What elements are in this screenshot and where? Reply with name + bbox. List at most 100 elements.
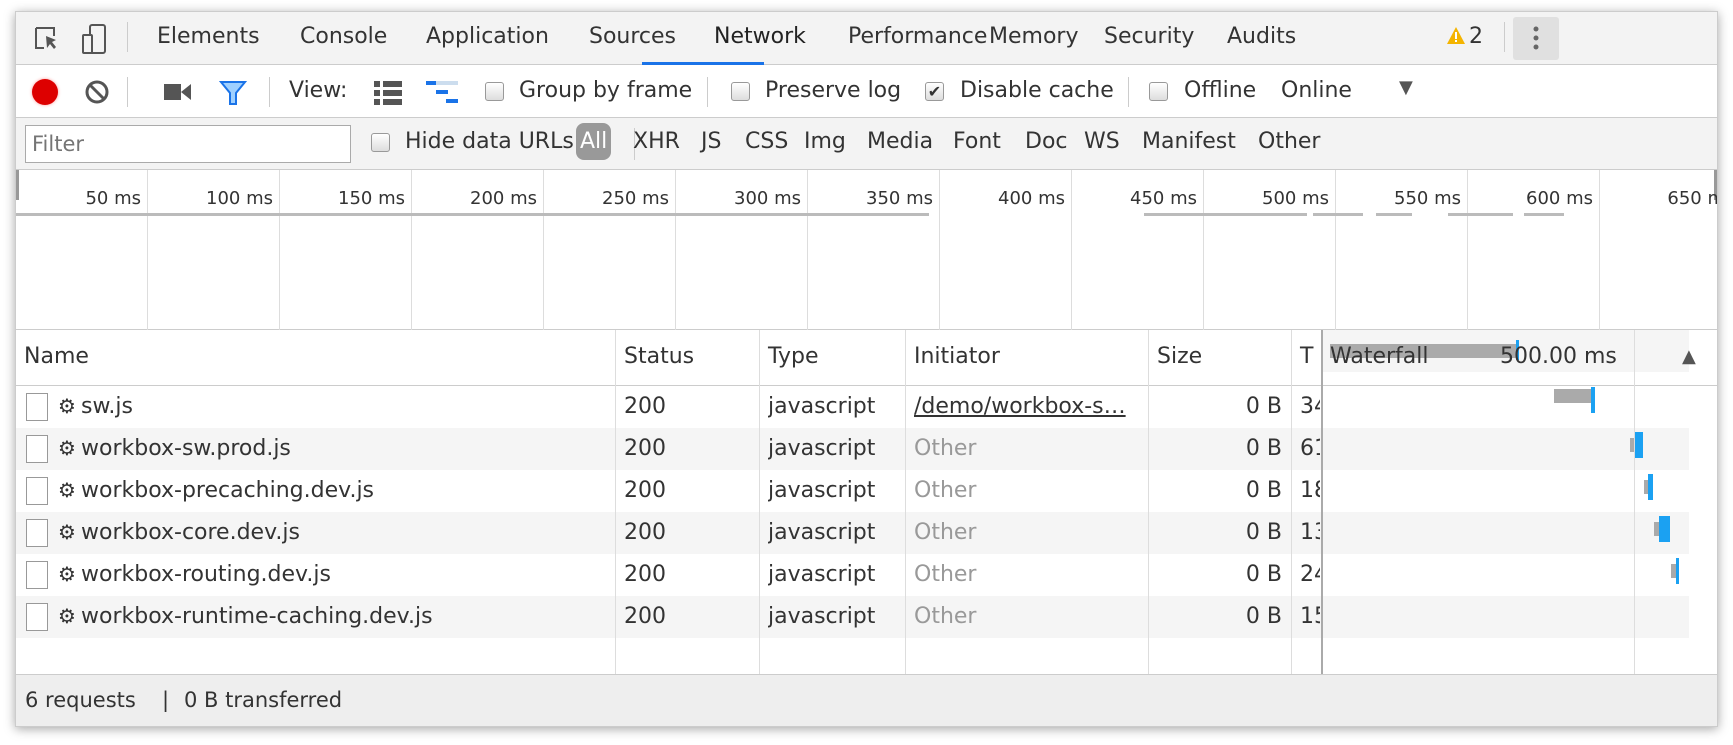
tab-sources[interactable]: Sources — [589, 24, 677, 49]
timeline-overview-bar — [1144, 213, 1307, 216]
document-icon — [26, 561, 48, 589]
network-toolbar: View: Group by frame Preserve log ✔ Disa… — [16, 65, 1717, 118]
column-initiator[interactable]: Initiator — [914, 344, 1000, 369]
request-name[interactable]: sw.js — [81, 394, 134, 419]
table-row[interactable]: ⚙ workbox-precaching.dev.js 200 javascript O… — [16, 470, 1321, 512]
timeline-tick-label: 500 ms — [1262, 188, 1329, 209]
offline-checkbox[interactable] — [1149, 82, 1168, 101]
filter-type-all[interactable]: All — [576, 123, 612, 160]
tab-console[interactable]: Console — [300, 24, 388, 49]
request-name[interactable]: workbox-sw.prod.js — [81, 436, 291, 461]
timeline-gridline — [1599, 170, 1600, 330]
filter-type-media[interactable]: Media — [867, 129, 934, 154]
filter-type-manifest[interactable]: Manifest — [1142, 129, 1236, 154]
column-status[interactable]: Status — [624, 344, 695, 369]
request-count: 6 requests — [25, 688, 136, 712]
column-name[interactable]: Name — [24, 344, 89, 369]
warning-icon[interactable] — [1446, 26, 1466, 46]
filter-bar: Hide data URLs All XHR JS CSS Img Media Font Do… — [16, 118, 1717, 170]
filter-input[interactable] — [25, 125, 351, 163]
filter-icon[interactable] — [219, 79, 247, 107]
tab-memory[interactable]: Memory — [989, 24, 1079, 49]
timeline-tick-label: 400 ms — [998, 188, 1065, 209]
screenshot-capture-icon[interactable] — [164, 81, 192, 103]
hide-data-urls-checkbox[interactable] — [371, 133, 390, 152]
tab-elements[interactable]: Elements — [157, 24, 260, 49]
waterfall-waiting-bar — [1644, 480, 1648, 494]
initiator-link[interactable]: /demo/workbox-s… — [914, 394, 1126, 419]
request-size: 0 B — [1245, 562, 1282, 587]
request-time: 15 — [1300, 604, 1320, 629]
timeline-gridline — [279, 170, 280, 330]
gear-icon: ⚙ — [58, 562, 76, 586]
filter-type-font[interactable]: Font — [953, 129, 1001, 154]
request-status: 200 — [624, 478, 666, 503]
waterfall-row — [1323, 596, 1689, 638]
large-rows-icon[interactable] — [374, 81, 402, 105]
column-size[interactable]: Size — [1157, 344, 1203, 369]
record-button[interactable] — [32, 79, 58, 105]
request-time: 34 — [1300, 394, 1320, 419]
group-by-frame-checkbox[interactable] — [485, 82, 504, 101]
request-status: 200 — [624, 436, 666, 461]
request-size: 0 B — [1245, 520, 1282, 545]
filter-type-other[interactable]: Other — [1258, 129, 1321, 154]
tab-security[interactable]: Security — [1104, 24, 1195, 49]
waterfall-row — [1323, 428, 1689, 470]
sort-ascending-icon[interactable]: ▲ — [1682, 346, 1696, 367]
tab-performance[interactable]: Performance — [848, 24, 988, 49]
timeline-tick-label: 200 ms — [470, 188, 537, 209]
request-initiator: Other — [914, 604, 977, 629]
timeline-gridline — [675, 170, 676, 330]
document-icon — [26, 435, 48, 463]
column-waterfall[interactable]: Waterfall — [1330, 344, 1429, 369]
filter-type-js[interactable]: JS — [701, 129, 722, 154]
preserve-log-checkbox[interactable] — [731, 82, 750, 101]
filter-type-xhr[interactable]: XHR — [633, 129, 680, 154]
request-type: javascript — [768, 394, 876, 419]
dropdown-arrow-icon[interactable]: ▼ — [1399, 77, 1413, 98]
table-row[interactable]: ⚙ workbox-runtime-caching.dev.js 200 javasc… — [16, 596, 1321, 638]
filter-type-ws[interactable]: WS — [1084, 129, 1120, 154]
timeline-tick-label: 650 m — [1667, 188, 1717, 209]
inspect-element-icon[interactable] — [33, 25, 61, 53]
more-options-button[interactable] — [1513, 17, 1559, 60]
waterfall-waiting-bar — [1654, 522, 1659, 536]
timeline-gridline — [1071, 170, 1072, 330]
table-row[interactable]: ⚙ workbox-routing.dev.js 200 javascript Othe… — [16, 554, 1321, 596]
filter-type-doc[interactable]: Doc — [1025, 129, 1068, 154]
column-time[interactable]: T — [1300, 344, 1314, 369]
disable-cache-checkbox[interactable]: ✔ — [925, 82, 944, 101]
throttling-select[interactable]: Online — [1281, 78, 1352, 103]
request-name[interactable]: workbox-runtime-caching.dev.js — [81, 604, 433, 629]
transferred-size: 0 B transferred — [184, 688, 343, 712]
tab-application[interactable]: Application — [426, 24, 549, 49]
request-initiator: Other — [914, 520, 977, 545]
timeline-overview-bar — [1376, 213, 1412, 216]
request-name[interactable]: workbox-routing.dev.js — [81, 562, 331, 587]
table-row[interactable]: ⚙ workbox-core.dev.js 200 javascript Other 0 … — [16, 512, 1321, 554]
filter-type-css[interactable]: CSS — [745, 129, 789, 154]
active-tab-indicator — [642, 62, 764, 65]
request-name[interactable]: workbox-core.dev.js — [81, 520, 300, 545]
waterfall-waiting-bar — [1554, 389, 1591, 403]
warning-count[interactable]: 2 — [1469, 24, 1483, 49]
column-type[interactable]: Type — [768, 344, 819, 369]
table-row[interactable]: ⚙ workbox-sw.prod.js 200 javascript Other 0 B… — [16, 428, 1321, 470]
timeline-tick-label: 350 ms — [866, 188, 933, 209]
timeline-tick-label: 450 ms — [1130, 188, 1197, 209]
request-time: 18 — [1300, 478, 1320, 503]
tab-audits[interactable]: Audits — [1227, 24, 1297, 49]
kebab-menu-icon — [1533, 26, 1539, 50]
request-status: 200 — [624, 604, 666, 629]
filter-type-img[interactable]: Img — [804, 129, 846, 154]
table-row[interactable]: ⚙sw.js 200 javascript/demo/workbox-s… 0 B 34 — [16, 386, 1321, 428]
request-type: javascript — [768, 478, 876, 503]
request-type: javascript — [768, 604, 876, 629]
tab-network[interactable]: Network — [714, 24, 806, 49]
clear-icon[interactable] — [84, 79, 110, 105]
request-name[interactable]: workbox-precaching.dev.js — [81, 478, 375, 503]
device-toolbar-icon[interactable] — [81, 23, 107, 55]
waterfall-waiting-bar — [1671, 564, 1676, 578]
waterfall-overview-icon[interactable] — [426, 81, 458, 105]
